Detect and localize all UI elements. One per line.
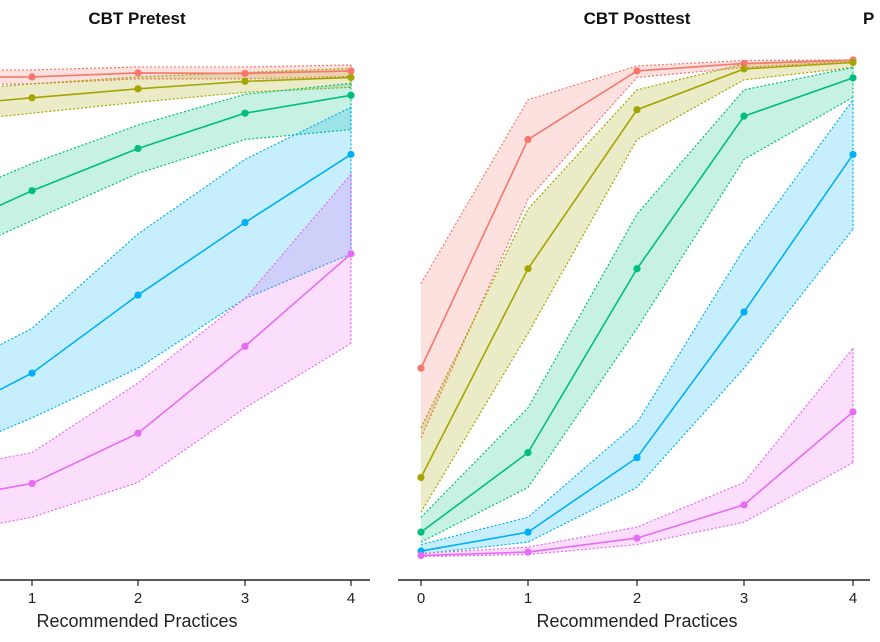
data-point (134, 69, 142, 77)
ci-band-2 (0, 83, 351, 236)
data-point (241, 77, 249, 85)
ci-band-4 (0, 174, 351, 524)
data-point (241, 342, 249, 350)
x-tick-label: 2 (134, 590, 142, 607)
ci-bands (420, 59, 854, 558)
data-point (740, 308, 748, 316)
ci-band-0 (421, 60, 853, 438)
panel-title: CBT Pretest (88, 9, 186, 28)
ci-upper-0 (0, 64, 352, 71)
series-points (417, 56, 857, 560)
data-point (417, 473, 425, 482)
ci-upper-1 (0, 67, 352, 88)
x-tick-label: 3 (740, 590, 748, 607)
data-point (524, 528, 532, 536)
data-point (28, 73, 36, 81)
x-tick-label: 1 (524, 590, 532, 607)
data-point (28, 479, 36, 488)
data-point (524, 548, 532, 556)
data-point (28, 369, 36, 377)
x-tick-label: 4 (849, 590, 857, 607)
ci-upper-2 (420, 66, 854, 518)
x-axis-label: Recommended Practices (536, 611, 737, 631)
ci-upper-4 (0, 173, 352, 460)
x-tick-label: 2 (633, 590, 641, 607)
data-point (633, 106, 641, 114)
data-point (347, 67, 355, 75)
panel-cbt-posttest: CBT Posttest 0 1 2 3 4 Recommended Practices (398, 9, 870, 631)
data-point (633, 67, 641, 75)
data-point (241, 109, 249, 117)
data-point (134, 144, 142, 153)
data-point (28, 187, 36, 195)
ci-band-2 (421, 67, 853, 543)
data-point (849, 150, 857, 159)
data-point (347, 91, 355, 99)
ci-band-0 (0, 64, 351, 85)
data-point (740, 59, 748, 68)
panel-title-partial: P (863, 9, 874, 28)
data-point (524, 265, 532, 273)
data-point (417, 551, 425, 560)
data-point (849, 74, 857, 82)
data-point (740, 112, 748, 120)
ci-lower-4 (420, 462, 854, 558)
data-point (134, 85, 142, 93)
data-point (347, 73, 355, 81)
ci-lower-0 (0, 75, 352, 85)
data-point (134, 429, 142, 437)
data-point (28, 94, 36, 102)
data-point (347, 250, 355, 258)
ci-upper-3 (0, 106, 352, 346)
x-axis-label: Recommended Practices (36, 611, 237, 631)
panel-title: CBT Posttest (584, 9, 691, 28)
x-tick-label: 1 (28, 590, 36, 607)
series-points (28, 67, 355, 488)
ci-lower-1 (420, 66, 854, 513)
data-point (633, 265, 641, 273)
x-tick-label: 4 (347, 590, 355, 607)
ci-lower-3 (0, 253, 352, 432)
data-point (347, 150, 355, 159)
data-point (417, 528, 425, 536)
data-point (524, 449, 532, 457)
ci-upper-0 (420, 59, 854, 284)
ci-lower-0 (420, 60, 854, 438)
data-point (740, 65, 748, 73)
data-point (849, 58, 857, 67)
ci-lower-2 (0, 128, 352, 236)
ci-upper-3 (420, 99, 854, 546)
ci-upper-4 (420, 347, 854, 555)
data-point (241, 218, 249, 227)
ci-lower-1 (0, 86, 352, 118)
data-point (417, 364, 425, 372)
x-tick-label: 0 (417, 590, 425, 607)
data-point (740, 501, 748, 509)
x-ticks: 0 1 2 3 4 (417, 580, 857, 607)
data-point (524, 135, 532, 144)
ci-band-1 (421, 60, 853, 513)
panel-cbt-pretest: CBT Pretest 1 2 3 4 Recommended Practices (0, 9, 370, 631)
data-point (134, 291, 142, 299)
ci-lower-2 (420, 96, 854, 543)
ci-lower-3 (420, 228, 854, 555)
data-point (849, 408, 857, 416)
ci-band-3 (421, 99, 853, 555)
ci-upper-1 (420, 59, 854, 429)
ci-upper-2 (0, 82, 352, 178)
data-point (241, 69, 249, 78)
x-ticks: 1 2 3 4 (28, 580, 355, 607)
data-point (633, 454, 641, 462)
data-point (633, 534, 641, 542)
x-tick-label: 3 (241, 590, 249, 607)
